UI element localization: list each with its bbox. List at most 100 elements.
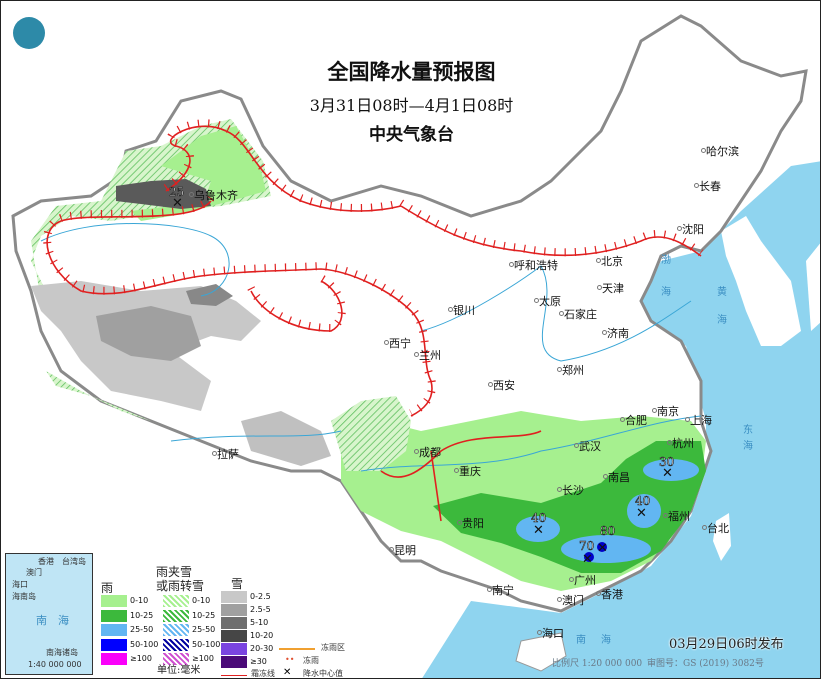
river — [40, 223, 692, 362]
city-label: 郑州 — [557, 364, 584, 377]
city-label: 合肥 — [620, 414, 647, 427]
sea-label: 渤 — [661, 255, 671, 266]
precip-center-value: 40 — [531, 511, 547, 526]
city-label: 乌鲁木齐 — [189, 189, 238, 202]
south-china-sea-inset: 澳门 香港 台湾岛 海口 海南岛 南 海 南海诸岛 1:40 000 000 — [5, 553, 93, 675]
legend-swatch-sleet — [163, 609, 189, 622]
sea-label: 东 — [743, 425, 753, 436]
city-label: 兰州 — [414, 349, 441, 362]
legend-range-label: 10-20 — [250, 631, 274, 640]
precip-center-cross-icon: ✕ — [172, 196, 183, 211]
frost-line-symbol — [221, 675, 247, 676]
city-label: 银川 — [448, 304, 475, 317]
inset-label: 海口 — [12, 580, 28, 589]
legend-swatch-rain — [101, 653, 127, 665]
precip-center-value: 40 — [635, 494, 651, 509]
cross-icon: ✕ — [283, 667, 292, 678]
precip-center-cross-icon: ✕ — [582, 552, 593, 567]
city-label: 杭州 — [667, 437, 694, 450]
legend-swatch-snow — [221, 643, 247, 655]
legend-range-label: 25-50 — [192, 625, 216, 634]
precip-center-marks: ✕ ✕ ✕ ✕ ✕ ✕ — [172, 196, 673, 567]
snow-5-10-tibet — [186, 284, 233, 306]
inset-scale: 1:40 000 000 — [28, 660, 82, 669]
snow-0-2.5-south-tibet — [241, 411, 331, 466]
frost-line — [43, 119, 704, 522]
city-label: 拉萨 — [212, 448, 239, 461]
city-label: 澳门 — [557, 594, 584, 607]
hainan — [515, 632, 567, 672]
inset-title: 南海诸岛 — [46, 648, 78, 657]
legend-frost-line: 霜冻线 — [251, 669, 275, 678]
precip-center-cross-icon: ✕ — [533, 523, 544, 538]
legend-rain-title: 雨 — [101, 581, 114, 595]
legend-range-label: ≥100 — [192, 654, 214, 663]
precip-center-value: 30 — [659, 455, 675, 470]
map-scale: 比例尺 1:20 000 000 — [552, 659, 643, 669]
legend-unit: 单位:毫米 — [157, 665, 201, 676]
korea — [721, 216, 801, 346]
legend-range-label: ≥100 — [130, 654, 152, 663]
legend-range-label: 5-10 — [250, 618, 269, 627]
sea-label: 南 — [576, 635, 586, 646]
publish-time: 03月29日06时发布 — [669, 637, 784, 652]
freezing-rain-icon: •• — [285, 655, 295, 664]
legend-snow-title: 雪 — [231, 577, 244, 591]
city-label: 济南 — [602, 327, 629, 340]
legend-swatch-rain — [101, 595, 127, 607]
inset-label: 香港 — [38, 557, 54, 566]
legend-range-label: 0-10 — [192, 596, 211, 605]
legend-range-label: 50-100 — [130, 639, 159, 649]
sea-label: 海 — [601, 635, 611, 646]
legend-range-label: 2.5-5 — [250, 605, 271, 614]
legend-freezing-rain: 冻雨 — [303, 656, 319, 665]
legend-precip-center: 降水中心值 — [303, 669, 343, 678]
rain-25-50-area — [627, 494, 661, 528]
map-title: 全国降水量预报图 — [327, 59, 496, 84]
legend-sleet-title: 雨夹雪 或雨转雪 — [156, 565, 205, 593]
freezing-rain-area-symbol — [279, 648, 315, 650]
rain-25-50-area — [643, 459, 699, 481]
city-label: 北京 — [596, 255, 623, 268]
inset-label: 澳门 — [26, 568, 42, 577]
legend-range-label: 25-50 — [130, 625, 154, 634]
legend-freezing-rain-area: 冻雨区 — [321, 643, 345, 652]
sea-label: 海 — [743, 441, 753, 452]
city-label: 福州 — [663, 510, 690, 523]
city-label: 南宁 — [487, 584, 514, 597]
legend: 澳门 香港 台湾岛 海口 海南岛 南 海 南海诸岛 1:40 000 000 雨… — [1, 551, 345, 678]
precip-center-value: 80 — [600, 524, 616, 539]
legend-swatch-rain — [101, 609, 127, 622]
city-label: 南昌 — [603, 471, 630, 484]
precip-center-cross-icon: ✕ — [636, 506, 647, 521]
legend-swatch-snow — [221, 591, 247, 603]
legend-range-label: ≥30 — [250, 657, 267, 666]
legend-swatch-snow — [221, 656, 247, 668]
city-label: 重庆 — [454, 465, 481, 478]
city-label: 哈尔滨 — [701, 145, 739, 158]
city-label: 海口 — [537, 627, 564, 640]
legend-swatch-snow — [221, 604, 247, 616]
inset-sea-label: 南 海 — [36, 614, 69, 627]
legend-range-label: 0-2.5 — [250, 592, 271, 601]
legend-range-label: 10-25 — [130, 610, 154, 620]
rain-0-10-xinjiang — [131, 126, 266, 221]
inset-label: 海南岛 — [12, 592, 36, 601]
legend-swatch-snow — [221, 617, 247, 629]
legend-range-label: 10-25 — [192, 610, 216, 620]
river — [170, 415, 702, 472]
city-label: 成都 — [414, 446, 441, 459]
precip-center-value: 70 — [579, 539, 595, 554]
snow-area-urumqi — [116, 179, 211, 209]
japan — [806, 243, 820, 331]
forecast-period: 3月31日08时—4月1日08时 — [309, 96, 514, 115]
city-label: 南京 — [652, 405, 679, 418]
legend-swatch-rain — [101, 624, 127, 636]
city-label: 长沙 — [557, 484, 584, 497]
legend-swatch-snow — [221, 630, 247, 642]
legend-swatch-sleet — [163, 638, 189, 651]
rain-25-50-area — [516, 516, 560, 542]
snow-2.5-5-tibet — [96, 306, 201, 361]
cma-logo — [13, 17, 45, 49]
